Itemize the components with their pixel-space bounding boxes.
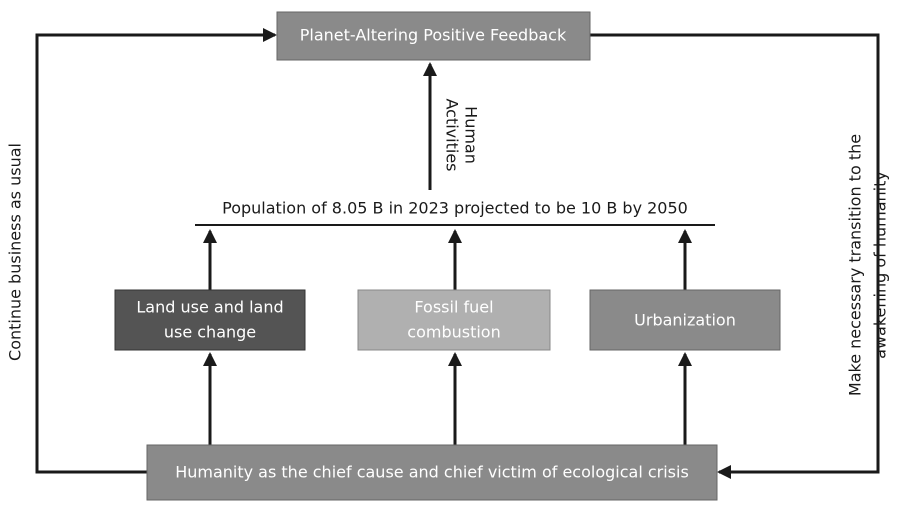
node-box <box>146 444 718 501</box>
node-box <box>276 11 591 61</box>
edge-label: Activities <box>443 99 462 172</box>
arrows-up <box>203 229 692 445</box>
node-box <box>357 289 551 351</box>
node-label: Population of 8.05 B in 2023 projected t… <box>222 199 688 218</box>
loop-left <box>35 28 277 474</box>
node-label: use change <box>164 323 256 342</box>
edge-label: awakening of humanity <box>871 171 890 359</box>
node-label: Land use and land <box>136 298 283 317</box>
node-label: Humanity as the chief cause and chief vi… <box>175 463 689 482</box>
node-box <box>114 289 306 351</box>
edge-label: Make necessary transition to the <box>846 134 865 396</box>
node-label: Planet-Altering Positive Feedback <box>300 26 567 45</box>
edge-label: Human <box>462 106 481 164</box>
loop-right <box>590 33 880 479</box>
node-label: Urbanization <box>634 311 736 330</box>
node-box <box>589 289 781 351</box>
node-label: Fossil fuel <box>414 298 493 317</box>
node-label: combustion <box>407 323 500 342</box>
edge-label: Continue business as usual <box>6 143 25 361</box>
